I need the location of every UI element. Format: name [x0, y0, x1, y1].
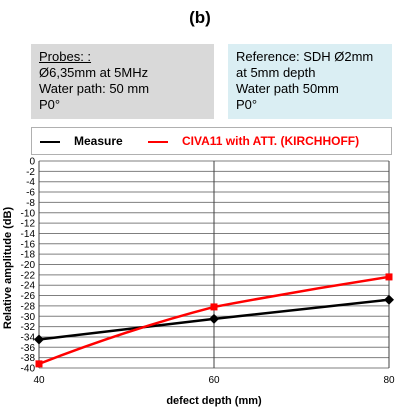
- chart-legend: Measure CIVA11 with ATT. (KIRCHHOFF): [31, 127, 392, 155]
- y-tick-label: -4: [26, 177, 35, 188]
- data-point-measure: [209, 313, 219, 324]
- y-tick-label: -2: [26, 167, 35, 178]
- probes-heading: Probes: :: [39, 49, 92, 64]
- legend-item-civa: CIVA11 with ATT. (KIRCHHOFF): [148, 134, 359, 148]
- y-tick-label: -36: [21, 343, 36, 354]
- legend-label-measure: Measure: [74, 134, 123, 148]
- y-tick-label: -22: [21, 270, 36, 281]
- y-tick-label: -24: [21, 281, 36, 292]
- y-tick-label: -32: [21, 322, 36, 333]
- y-tick-label: -14: [21, 229, 36, 240]
- reference-info-box: Reference: SDH Ø2mm at 5mm depth Water p…: [228, 44, 392, 119]
- data-point-civa: [385, 273, 393, 281]
- y-tick-label: -30: [21, 312, 36, 323]
- reference-line: at 5mm depth: [236, 65, 316, 80]
- legend-item-measure: Measure: [40, 134, 123, 148]
- y-axis-label: Relative amplitude (dB): [2, 207, 14, 330]
- y-tick-label: -8: [26, 198, 35, 209]
- data-point-civa: [35, 360, 43, 368]
- reference-line: Water path 50mm: [236, 81, 339, 96]
- grid: [38, 160, 390, 369]
- x-tick-labels: 40 60 80: [33, 375, 395, 386]
- probes-line: Ø6,35mm at 5MHz: [39, 65, 149, 80]
- reference-line: Reference: SDH Ø2mm: [236, 49, 374, 64]
- probes-line: P0°: [39, 97, 61, 112]
- y-tick-label: -38: [21, 353, 36, 364]
- y-tick-label: -28: [21, 301, 36, 312]
- y-tick-label: 0: [29, 157, 35, 168]
- x-tick-label: 80: [383, 375, 395, 386]
- y-tick-label: -34: [21, 332, 36, 343]
- reference-line: P0°: [236, 97, 258, 112]
- data-point-measure: [34, 334, 44, 345]
- probes-info-box: Probes: : Ø6,35mm at 5MHz Water path: 50…: [31, 44, 214, 119]
- y-tick-label: -20: [21, 260, 36, 271]
- y-tick-label: -6: [26, 188, 35, 199]
- data-point-civa: [210, 303, 218, 311]
- y-tick-label: -10: [21, 208, 36, 219]
- data-point-measure: [384, 294, 394, 305]
- probes-line: Water path: 50 mm: [39, 81, 150, 96]
- y-tick-label: -26: [21, 291, 36, 302]
- y-tick-labels: 0-2-4-6-8-10-12-14-16-18-20-22-24-26-28-…: [21, 157, 36, 375]
- panel-label: (b): [189, 8, 211, 27]
- legend-label-civa: CIVA11 with ATT. (KIRCHHOFF): [182, 134, 360, 148]
- x-axis-label: defect depth (mm): [166, 395, 262, 407]
- y-tick-label: -16: [21, 239, 36, 250]
- series-group: [34, 273, 394, 368]
- y-tick-label: -18: [21, 250, 36, 261]
- legend-swatch-civa: [148, 140, 168, 143]
- y-tick-label: -12: [21, 219, 36, 230]
- x-tick-label: 40: [33, 375, 45, 386]
- y-tick-label: -40: [21, 364, 36, 375]
- legend-swatch-measure: [40, 140, 60, 143]
- x-tick-label: 60: [208, 375, 220, 386]
